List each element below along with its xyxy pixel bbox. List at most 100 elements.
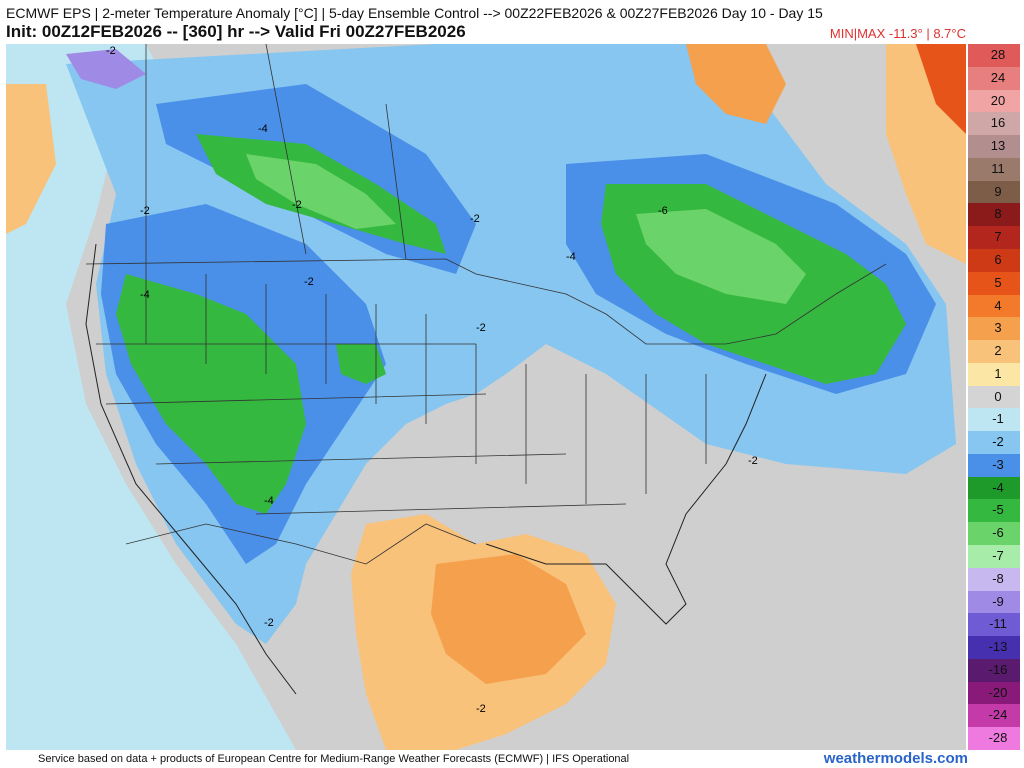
legend-swatch (968, 44, 976, 67)
contour-label: -4 (566, 251, 576, 263)
alberta-strong-anomaly (246, 154, 396, 229)
legend-label: 6 (976, 248, 1020, 272)
legend-swatch (968, 567, 976, 591)
site-link[interactable]: weathermodels.com (823, 750, 968, 767)
legend-label: 5 (976, 271, 1020, 295)
legend-label: 0 (976, 385, 1020, 409)
legend-label: -24 (976, 704, 1020, 728)
legend-item: -28 (968, 727, 1020, 750)
contour-labels: -4 -2 -2 -2 -2 -4 -2 -6 -4 -2 -4 -2 -2 -… (106, 45, 758, 715)
contour-label: -2 (470, 213, 480, 225)
gulf-warm-core (431, 554, 586, 684)
legend-label: 3 (976, 317, 1020, 341)
legend-item: 0 (968, 385, 1020, 409)
legend-swatch (968, 89, 976, 113)
legend-label: 24 (976, 66, 1020, 90)
legend-label: 4 (976, 294, 1020, 318)
legend-label: -28 (976, 727, 1020, 750)
legend-swatch (968, 157, 976, 181)
contour-label: -4 (264, 495, 274, 507)
east-coastline (485, 373, 767, 625)
legend-label: -7 (976, 545, 1020, 568)
legend-swatch (968, 271, 976, 295)
footer: Service based on data + products of Euro… (0, 750, 1024, 768)
legend-swatch (968, 180, 976, 204)
legend-label: -16 (976, 658, 1020, 682)
legend-swatch (968, 385, 976, 409)
legend-swatch (968, 135, 976, 158)
legend-swatch (968, 476, 976, 500)
legend-label: 1 (976, 362, 1020, 386)
legend-swatch (968, 431, 976, 454)
map-subtitle: Init: 00Z12FEB2026 -- [360] hr --> Valid… (6, 22, 466, 41)
legend-label: -8 (976, 567, 1020, 591)
legend-label: -6 (976, 522, 1020, 546)
legend-swatch (968, 704, 976, 728)
map-canvas: -4 -2 -2 -2 -2 -4 -2 -6 -4 -2 -4 -2 -2 -… (6, 44, 966, 750)
legend-label: 9 (976, 180, 1020, 204)
legend-item: -11 (968, 613, 1020, 637)
legend-swatch (968, 294, 976, 318)
quebec-strong-anomaly (636, 209, 806, 304)
contour-label: -2 (106, 45, 116, 57)
legend-label: -11 (976, 613, 1020, 637)
legend-label: 7 (976, 226, 1020, 249)
labrador-warm-core (916, 44, 966, 134)
legend-label: 16 (976, 112, 1020, 136)
contour-label: -6 (658, 205, 668, 217)
legend-label: 13 (976, 135, 1020, 158)
legend-label: 8 (976, 203, 1020, 227)
legend-item: 8 (968, 203, 1020, 227)
legend-swatch (968, 590, 976, 614)
anomaly-map[interactable]: -4 -2 -2 -2 -2 -4 -2 -6 -4 -2 -4 -2 -2 -… (6, 44, 966, 750)
legend-swatch (968, 317, 976, 341)
hudson-warm-patch (686, 44, 786, 124)
legend-item: 7 (968, 226, 1020, 249)
legend-label: -13 (976, 636, 1020, 659)
legend-label: 20 (976, 89, 1020, 113)
legend-item: -2 (968, 431, 1020, 454)
legend-label: -9 (976, 590, 1020, 614)
legend-swatch (968, 248, 976, 272)
legend-item: 9 (968, 180, 1020, 204)
legend-item: 4 (968, 294, 1020, 318)
great-basin-green (116, 274, 306, 514)
legend-swatch (968, 408, 976, 432)
legend-item: -4 (968, 476, 1020, 500)
contour-label: -2 (476, 703, 486, 715)
contour-label: -4 (140, 289, 150, 301)
data-credit: Service based on data + products of Euro… (38, 753, 630, 765)
contour-label: -2 (748, 455, 758, 467)
legend-item: -24 (968, 704, 1020, 728)
legend-item: 20 (968, 89, 1020, 113)
header: ECMWF EPS | 2-meter Temperature Anomaly … (0, 0, 1024, 44)
legend-swatch (968, 226, 976, 249)
map-title: ECMWF EPS | 2-meter Temperature Anomaly … (6, 5, 823, 21)
legend-item: 1 (968, 362, 1020, 386)
contour-label: -2 (264, 617, 274, 629)
legend-swatch (968, 658, 976, 682)
legend-item: -3 (968, 453, 1020, 477)
legend-label: -2 (976, 431, 1020, 454)
contour-label: -2 (304, 276, 314, 288)
legend-item: 28 (968, 44, 1020, 67)
legend-swatch (968, 522, 976, 546)
legend-label: 11 (976, 157, 1020, 181)
legend-swatch (968, 545, 976, 568)
pacific-anomaly-region (6, 44, 296, 750)
color-legend: 28 24 20 16 13 11 9 8 7 6 5 4 3 2 1 0 -1 -2 -3 -4 -5 -6 -7 -8 -9… (968, 44, 1020, 750)
legend-item: 11 (968, 157, 1020, 181)
legend-item: -9 (968, 590, 1020, 614)
legend-item: -13 (968, 636, 1020, 659)
legend-swatch (968, 362, 976, 386)
west-coastline (85, 243, 297, 695)
arctic-purple-patch (66, 49, 146, 89)
legend-item: 3 (968, 317, 1020, 341)
legend-swatch (968, 613, 976, 637)
legend-label: -20 (976, 681, 1020, 705)
pacific-warm-patch (6, 84, 56, 234)
legend-item: 6 (968, 248, 1020, 272)
legend-label: -3 (976, 453, 1020, 477)
legend-swatch (968, 112, 976, 136)
legend-swatch (968, 499, 976, 523)
